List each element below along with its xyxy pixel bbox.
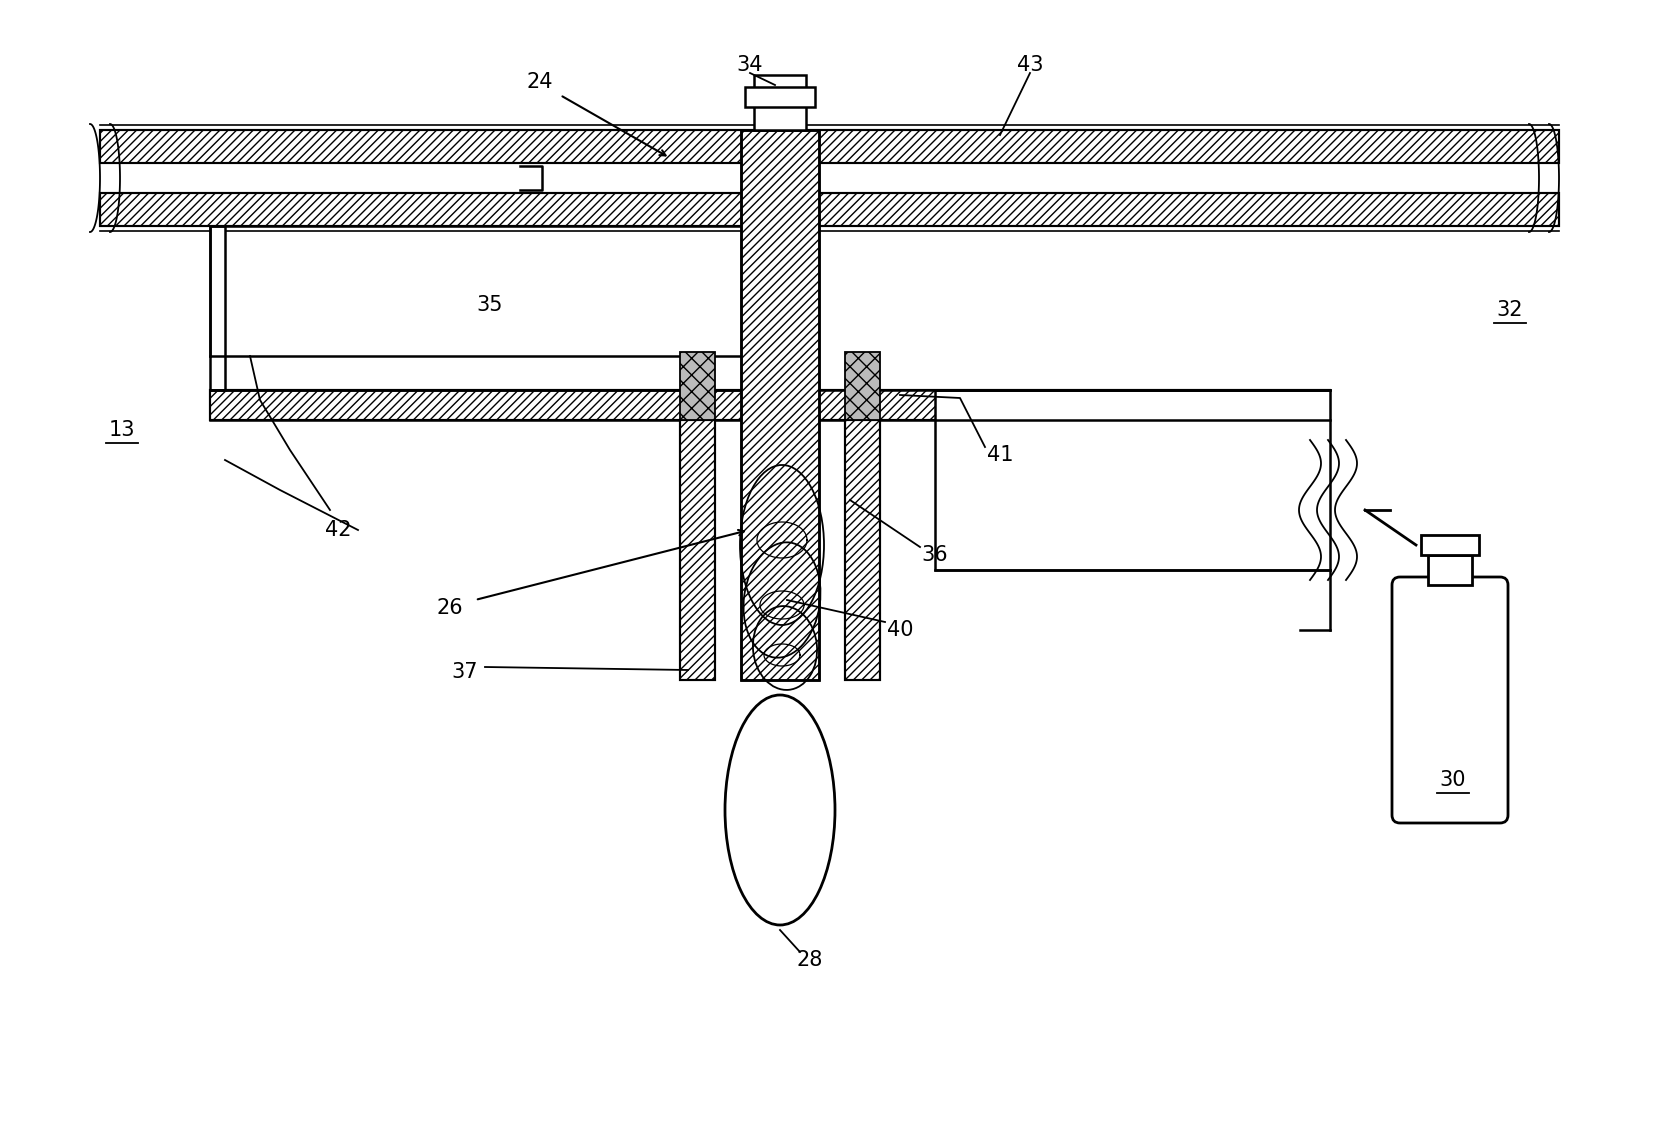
Text: 42: 42 — [325, 520, 352, 540]
Bar — [742, 130, 820, 680]
Bar — [100, 130, 1559, 163]
Text: 24: 24 — [528, 73, 552, 92]
Text: 35: 35 — [476, 295, 503, 315]
Text: 32: 32 — [1496, 300, 1523, 320]
Ellipse shape — [725, 695, 834, 925]
Bar — [680, 420, 715, 680]
Bar — [742, 130, 820, 680]
Bar — [211, 390, 1331, 420]
Text: 30: 30 — [1440, 770, 1467, 790]
Bar — [936, 390, 1331, 570]
Text: 37: 37 — [451, 662, 478, 682]
Text: 41: 41 — [987, 445, 1014, 465]
Text: 36: 36 — [922, 545, 949, 565]
Bar — [1428, 555, 1472, 585]
FancyBboxPatch shape — [1392, 577, 1508, 823]
Bar — [1422, 535, 1480, 555]
Bar — [680, 352, 715, 420]
Text: 26: 26 — [436, 598, 463, 617]
Bar — [844, 352, 879, 420]
Bar — [844, 420, 879, 680]
Text: 34: 34 — [737, 56, 763, 75]
Bar — [844, 420, 879, 680]
Bar — [100, 193, 1559, 225]
Bar — [680, 420, 715, 680]
Bar — [753, 75, 806, 130]
Text: 13: 13 — [109, 420, 136, 440]
Bar — [211, 390, 1331, 420]
Bar — [745, 87, 815, 107]
Text: 28: 28 — [796, 949, 823, 970]
Bar — [100, 193, 1559, 225]
Bar — [211, 225, 226, 390]
Bar — [100, 130, 1559, 163]
Text: 43: 43 — [1017, 56, 1044, 75]
Text: 40: 40 — [888, 620, 912, 640]
